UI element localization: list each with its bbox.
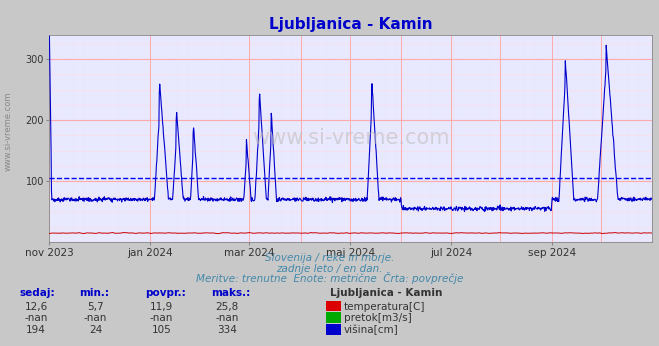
Text: 5,7: 5,7 — [87, 302, 104, 312]
Text: 105: 105 — [152, 325, 171, 335]
Text: 12,6: 12,6 — [24, 302, 48, 312]
Text: -nan: -nan — [24, 313, 48, 323]
Text: -nan: -nan — [84, 313, 107, 323]
Title: Ljubljanica - Kamin: Ljubljanica - Kamin — [269, 17, 433, 32]
Text: min.:: min.: — [79, 288, 109, 298]
Text: 194: 194 — [26, 325, 46, 335]
Text: sedaj:: sedaj: — [20, 288, 55, 298]
Text: Ljubljanica - Kamin: Ljubljanica - Kamin — [330, 288, 442, 298]
Text: višina[cm]: višina[cm] — [344, 325, 399, 335]
Text: Slovenija / reke in morje.: Slovenija / reke in morje. — [265, 253, 394, 263]
Text: -nan: -nan — [150, 313, 173, 323]
Text: Meritve: trenutne  Enote: metrične  Črta: povprečje: Meritve: trenutne Enote: metrične Črta: … — [196, 272, 463, 284]
Text: temperatura[C]: temperatura[C] — [344, 302, 426, 312]
Text: www.si-vreme.com: www.si-vreme.com — [3, 92, 13, 171]
Text: maks.:: maks.: — [211, 288, 250, 298]
Text: pretok[m3/s]: pretok[m3/s] — [344, 313, 412, 323]
Text: www.si-vreme.com: www.si-vreme.com — [252, 128, 449, 148]
Text: 24: 24 — [89, 325, 102, 335]
Text: -nan: -nan — [215, 313, 239, 323]
Text: zadnje leto / en dan.: zadnje leto / en dan. — [276, 264, 383, 274]
Text: povpr.:: povpr.: — [145, 288, 186, 298]
Text: 25,8: 25,8 — [215, 302, 239, 312]
Text: 334: 334 — [217, 325, 237, 335]
Text: 11,9: 11,9 — [150, 302, 173, 312]
